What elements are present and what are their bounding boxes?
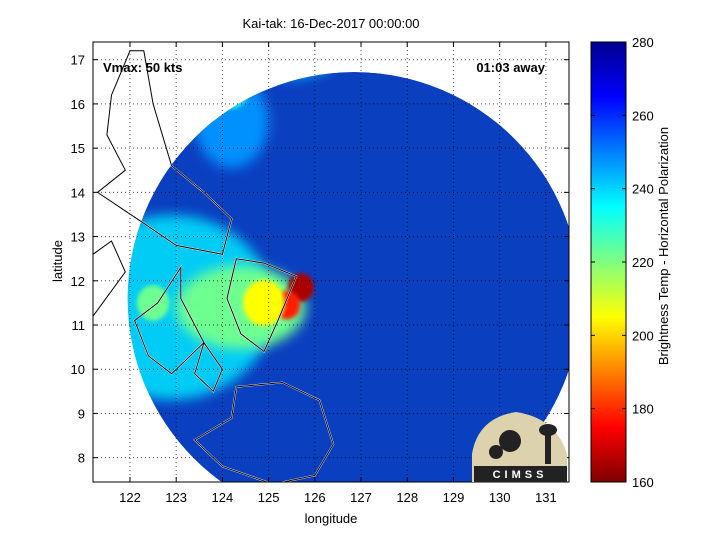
swath xyxy=(127,72,569,482)
x-tick-label-123: 123 xyxy=(165,490,187,505)
y-tick-label-13: 13 xyxy=(71,230,85,245)
x-tick-label-129: 129 xyxy=(443,490,465,505)
x-tick-label-124: 124 xyxy=(212,490,234,505)
cb-tick-label-160: 160 xyxy=(632,475,654,490)
y-tick-label-10: 10 xyxy=(71,362,85,377)
chart-title: Kai-tak: 16-Dec-2017 00:00:00 xyxy=(242,16,419,31)
y-tick-label-8: 8 xyxy=(78,451,85,466)
time-away-annotation: 01:03 away xyxy=(476,60,545,75)
y-tick-label-11: 11 xyxy=(72,318,86,333)
coastline-outer-0 xyxy=(96,50,233,255)
north-edge xyxy=(250,72,334,79)
logo-text: CIMSS xyxy=(493,469,548,481)
coastline-outer-1 xyxy=(133,265,205,375)
y-axis: 8 9 10 11 12 13 14 15 16 17 xyxy=(71,53,569,466)
x-tick-label-131: 131 xyxy=(535,490,557,505)
grid-lines xyxy=(93,42,569,482)
coastline-outside xyxy=(93,50,334,482)
y-tick-label-12: 12 xyxy=(71,274,85,289)
cb-tick-label-220: 220 xyxy=(632,255,654,270)
coastline-outer-2 xyxy=(226,258,297,353)
coastline-outer-3 xyxy=(194,341,223,393)
feature-rainband xyxy=(243,280,285,326)
y-tick-label-9: 9 xyxy=(78,406,85,421)
y-axis-label: latitude xyxy=(50,240,65,282)
cb-tick-label-280: 280 xyxy=(632,35,654,50)
plot-frame xyxy=(92,41,570,483)
x-tick-label-130: 130 xyxy=(489,490,511,505)
vmax-annotation: Vmax: 50 kts xyxy=(103,60,183,75)
colorbar-ticks: 160 180 200 220 240 260 280 xyxy=(591,35,654,490)
colorbar-label: Brightness Temp - Horizontal Polarizatio… xyxy=(656,127,671,365)
x-axis-label: longitude xyxy=(305,511,358,526)
coastline-outer-5 xyxy=(93,240,126,318)
x-tick-label-125: 125 xyxy=(258,490,280,505)
north-band-broad xyxy=(194,75,269,168)
y-tick-label-14: 14 xyxy=(71,185,85,200)
swath-background xyxy=(127,72,569,482)
feature-north-band xyxy=(215,72,248,109)
x-tick-label-127: 127 xyxy=(350,490,372,505)
cb-tick-label-180: 180 xyxy=(632,402,654,417)
cb-tick-label-240: 240 xyxy=(632,182,654,197)
x-tick-label-126: 126 xyxy=(304,490,326,505)
colorbar xyxy=(590,41,627,483)
coastline-outer-4 xyxy=(193,381,334,482)
cb-tick-label-200: 200 xyxy=(632,328,654,343)
plot-area xyxy=(93,42,569,482)
y-tick-label-15: 15 xyxy=(71,141,85,156)
cimss-logo: CIMSS xyxy=(472,412,567,482)
west-broad xyxy=(127,214,274,400)
cb-tick-label-260: 260 xyxy=(632,108,654,123)
y-tick-label-17: 17 xyxy=(71,53,85,68)
x-tick-label-128: 128 xyxy=(396,490,418,505)
x-axis: 122 123 124 125 126 127 128 129 130 131 xyxy=(119,42,557,505)
x-tick-label-122: 122 xyxy=(119,490,141,505)
y-tick-label-16: 16 xyxy=(71,97,85,112)
